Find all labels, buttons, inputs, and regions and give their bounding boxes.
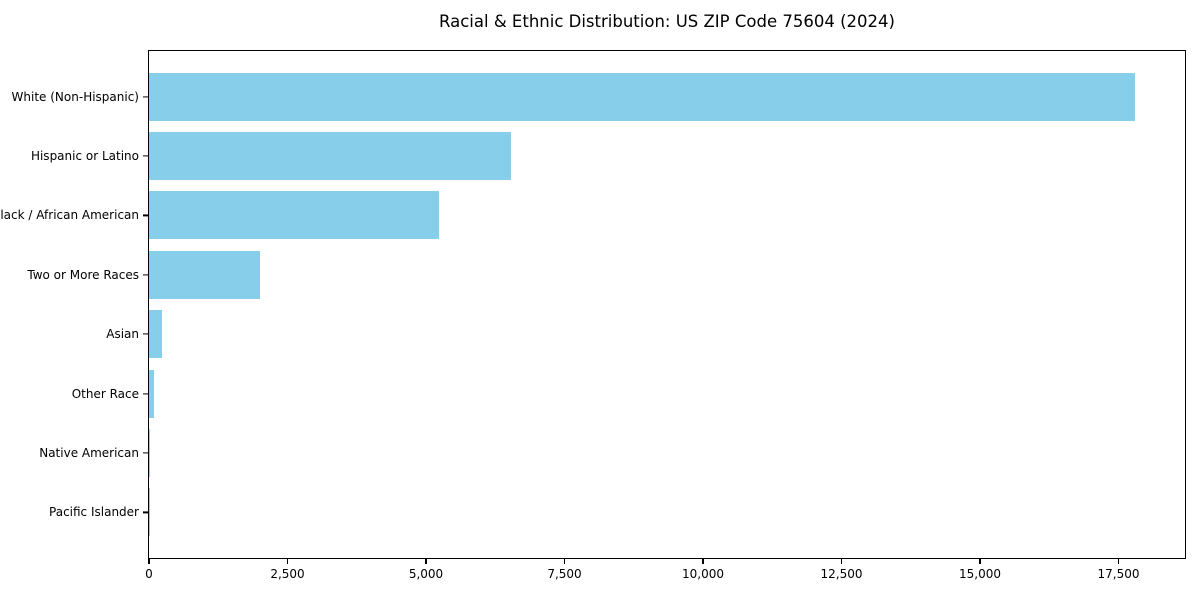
y-tick-mark [143, 274, 148, 276]
x-tick-label: 5,000 [408, 567, 444, 581]
x-tick-mark [286, 559, 289, 564]
x-tick-label: 7,500 [547, 567, 582, 581]
x-tick-mark [148, 559, 150, 564]
bar [149, 369, 154, 418]
x-tick-label: 15,000 [959, 567, 1002, 581]
y-tick-mark [143, 392, 148, 395]
bar [149, 132, 511, 181]
x-tick-label: 17,500 [1097, 567, 1140, 581]
y-tick-mark [143, 214, 148, 217]
x-tick-mark [840, 559, 843, 564]
chart-row: Other Race [72, 364, 1185, 423]
y-axis-label: Two or More Races [27, 267, 139, 282]
x-tick-mark [1117, 559, 1120, 564]
bar [149, 191, 440, 240]
x-tick-mark [702, 559, 704, 564]
chart-row: Two or More Races [27, 245, 1185, 304]
x-tick-mark [425, 559, 427, 564]
bar [149, 250, 260, 299]
chart-row: Native American [39, 423, 1185, 482]
chart-row: Asian [106, 305, 1185, 364]
y-axis-label: Asian [106, 327, 139, 342]
y-axis-label: Hispanic or Latino [30, 149, 139, 164]
y-tick-mark [143, 333, 148, 335]
bar [149, 488, 150, 537]
y-axis-label: Pacific Islander [49, 505, 139, 520]
x-axis-ticks: 0 2,500 5,000 7,500 10,000 12,500 15,000 17,500 [145, 558, 1185, 590]
bar [149, 72, 1136, 121]
y-axis-label: Native American [39, 445, 139, 460]
plot-area: White (Non-Hispanic) Hispanic or Latino Bl… [0, 50, 1186, 581]
y-tick-mark [143, 452, 148, 454]
chart-row: Black / African American [0, 186, 1185, 245]
x-tick-label: 0 [145, 567, 153, 581]
y-axis-label: White (Non-Hispanic) [11, 89, 139, 104]
x-tick-label: 10,000 [682, 567, 724, 581]
bar [149, 428, 151, 477]
y-tick-mark [143, 511, 148, 513]
bar [149, 310, 162, 359]
y-tick-mark [143, 155, 148, 157]
chart-row: Hispanic or Latino [31, 126, 1185, 185]
plot-rows: White (Non-Hispanic) Hispanic or Latino Bl… [0, 51, 1185, 558]
x-tick-mark [563, 559, 566, 564]
y-tick-mark [143, 96, 148, 98]
chart-row: White (Non-Hispanic) [12, 67, 1185, 126]
x-tick-label: 12,500 [820, 567, 863, 581]
x-tick-mark [979, 559, 981, 564]
y-axis-label: Black / African American [0, 208, 139, 223]
chart-row: Pacific Islander [49, 483, 1185, 542]
y-axis-label: Other Race [71, 386, 139, 401]
chart-title: Racial & Ethnic Distribution: US ZIP Cod… [439, 12, 895, 31]
x-tick-label: 2,500 [270, 567, 305, 581]
